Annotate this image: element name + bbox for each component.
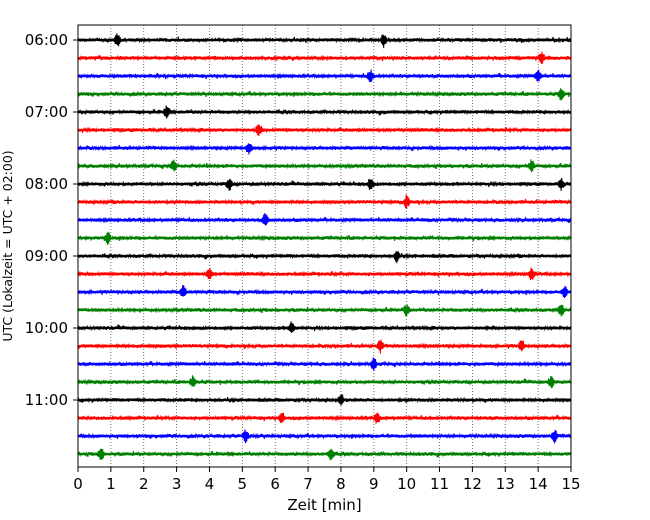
trace-1000 xyxy=(77,321,572,334)
x-tick-label: 14 xyxy=(529,475,548,493)
trace-0630 xyxy=(77,69,572,83)
x-tick-label: 1 xyxy=(106,475,116,493)
trace-0730 xyxy=(77,143,572,155)
trace-0830 xyxy=(77,213,572,226)
trace-1100 xyxy=(77,394,572,406)
x-tick-label: 15 xyxy=(561,475,580,493)
x-tick-label: 12 xyxy=(463,475,482,493)
y-axis-ticks: 06:00 07:00 08:00 09:00 10:00 11:00 xyxy=(25,31,78,409)
trace-1030 xyxy=(77,357,572,372)
trace-0945 xyxy=(77,304,572,317)
x-tick-label: 8 xyxy=(336,475,346,493)
y-tick-label: 11:00 xyxy=(25,391,68,409)
trace-0615 xyxy=(77,51,572,64)
trace-1145 xyxy=(77,448,572,461)
trace-0645 xyxy=(77,88,572,101)
x-tick-label: 7 xyxy=(303,475,313,493)
x-tick-label: 5 xyxy=(238,475,248,493)
trace-0745 xyxy=(77,159,572,173)
x-tick-label: 4 xyxy=(205,475,215,493)
trace-0600 xyxy=(77,33,572,48)
x-tick-label: 2 xyxy=(139,475,149,493)
x-tick-label: 0 xyxy=(73,475,83,493)
x-tick-label: 6 xyxy=(270,475,280,493)
x-tick-label: 9 xyxy=(369,475,379,493)
trace-0700 xyxy=(77,105,572,119)
y-tick-label: 09:00 xyxy=(25,247,68,265)
trace-0800 xyxy=(77,177,572,191)
trace-0815 xyxy=(77,194,572,209)
trace-0915 xyxy=(77,267,572,281)
x-axis-ticks: 0 1 2 3 4 5 6 7 8 9 10 11 12 13 14 15 xyxy=(73,467,581,493)
trace-0900 xyxy=(77,251,572,264)
x-tick-label: 3 xyxy=(172,475,182,493)
y-axis-label: UTC (Lokalzeit = UTC + 02:00) xyxy=(0,150,15,341)
trace-1015 xyxy=(77,339,572,354)
y-tick-label: 06:00 xyxy=(25,31,68,49)
y-tick-label: 08:00 xyxy=(25,175,68,193)
trace-0715 xyxy=(77,124,572,137)
plot-frame xyxy=(77,24,572,468)
trace-1045 xyxy=(77,375,572,389)
seismogram-traces xyxy=(77,33,572,461)
y-tick-label: 07:00 xyxy=(25,103,68,121)
trace-1130 xyxy=(77,429,572,444)
x-tick-label: 13 xyxy=(496,475,515,493)
x-tick-label: 10 xyxy=(397,475,416,493)
x-tick-label: 11 xyxy=(430,475,449,493)
y-tick-label: 10:00 xyxy=(25,319,68,337)
trace-0930 xyxy=(77,285,572,298)
x-axis-label: Zeit [min] xyxy=(287,496,361,514)
trace-0845 xyxy=(77,231,572,245)
trace-1115 xyxy=(77,412,572,424)
